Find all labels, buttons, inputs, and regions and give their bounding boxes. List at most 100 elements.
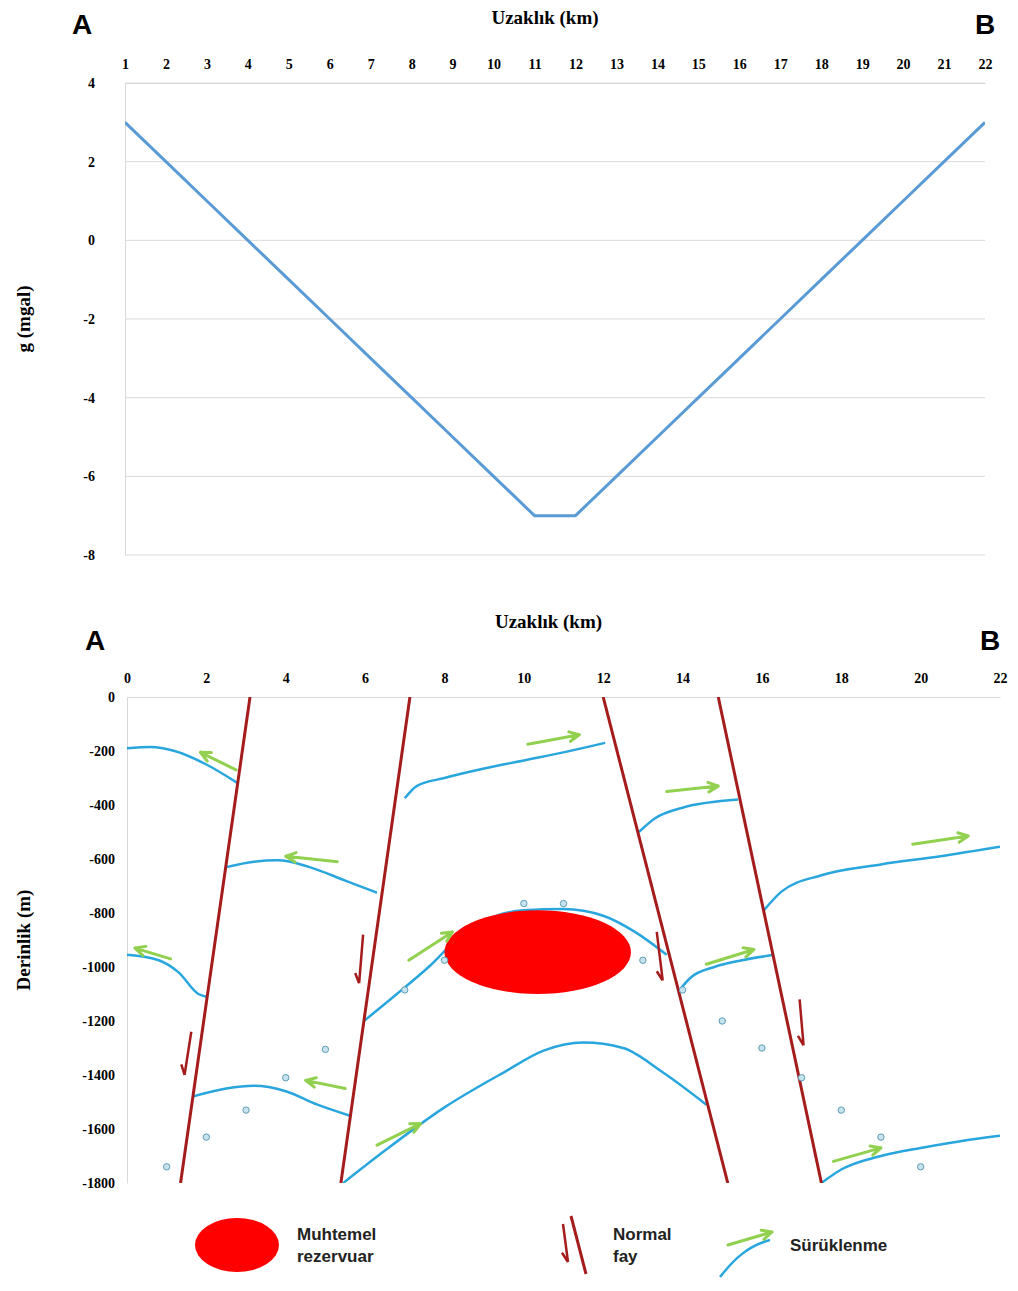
tick: -600 bbox=[89, 852, 127, 867]
tick: 21 bbox=[938, 57, 952, 83]
tick-label: -1000 bbox=[82, 960, 115, 975]
point bbox=[322, 1046, 328, 1052]
line bbox=[125, 122, 985, 515]
tick: 2 bbox=[88, 155, 125, 170]
tick-label: -1400 bbox=[82, 1068, 115, 1083]
x-axis-title: Uzaklık (km) bbox=[491, 7, 598, 29]
tick-label: 20 bbox=[897, 57, 911, 72]
tick-label: 12 bbox=[597, 671, 611, 686]
point bbox=[759, 1045, 765, 1051]
legend-symbol bbox=[728, 1230, 772, 1245]
tick-label: -2 bbox=[83, 312, 95, 327]
legend-label: Muhtemelrezervuar bbox=[297, 1225, 376, 1266]
legend-symbol bbox=[195, 1218, 279, 1272]
grid-line bbox=[125, 319, 985, 320]
axis-line bbox=[126, 83, 986, 84]
grid-line bbox=[125, 476, 985, 477]
horizon bbox=[192, 1086, 349, 1116]
legend-label: Normalfay bbox=[613, 1225, 672, 1266]
tick-label: 13 bbox=[610, 57, 624, 72]
drag-arrow bbox=[200, 752, 236, 770]
page: 12345678910111213141516171819202122-8-6-… bbox=[0, 0, 1018, 1291]
tick: -1600 bbox=[82, 1122, 127, 1137]
point bbox=[560, 900, 566, 906]
tick-label: 0 bbox=[108, 690, 115, 705]
tick-label: 11 bbox=[528, 57, 541, 72]
tick: 0 bbox=[88, 233, 125, 248]
tick: 10 bbox=[487, 57, 501, 83]
tick: 9 bbox=[450, 57, 457, 83]
horizon bbox=[764, 847, 1000, 910]
point bbox=[243, 1107, 249, 1113]
chart-section: 02468101214161820220-200-400-600-800-100… bbox=[13, 611, 1008, 1191]
tick-label: 12 bbox=[569, 57, 583, 72]
y-axis-title: g (mgal) bbox=[13, 285, 35, 352]
tick: 22 bbox=[994, 671, 1008, 697]
tick-label: 16 bbox=[733, 57, 747, 72]
horizon bbox=[821, 1136, 1000, 1183]
horizon bbox=[127, 955, 206, 997]
tick-label: 1 bbox=[122, 57, 129, 72]
grid-line bbox=[125, 397, 985, 398]
drag-arrow bbox=[706, 948, 754, 964]
x-axis: 12345678910111213141516171819202122 bbox=[122, 57, 993, 84]
tick-label: -8 bbox=[83, 548, 95, 563]
tick: -200 bbox=[89, 744, 127, 759]
axis-line bbox=[125, 84, 126, 556]
tick: 22 bbox=[979, 57, 993, 83]
tick: 4 bbox=[283, 671, 290, 697]
point bbox=[798, 1075, 804, 1081]
tick-label: -1600 bbox=[82, 1122, 115, 1137]
tick: 5 bbox=[286, 57, 293, 83]
tick-label: -600 bbox=[89, 852, 115, 867]
tick-label: 21 bbox=[938, 57, 952, 72]
tick-label: -4 bbox=[83, 391, 95, 406]
tick: 16 bbox=[733, 57, 747, 83]
tick-label: -800 bbox=[89, 906, 115, 921]
tick: 18 bbox=[815, 57, 829, 83]
tick: 0 bbox=[108, 690, 127, 705]
tick-label: -1200 bbox=[82, 1014, 115, 1029]
grid-line bbox=[125, 83, 985, 84]
tick: -400 bbox=[89, 798, 127, 813]
tick-label: 8 bbox=[409, 57, 416, 72]
horizon bbox=[127, 747, 238, 783]
tick-label: 20 bbox=[914, 671, 928, 686]
grid bbox=[125, 83, 985, 555]
tick: 2 bbox=[163, 57, 170, 83]
fault bbox=[341, 697, 410, 1183]
tick-label: 6 bbox=[362, 671, 369, 686]
tick: 1 bbox=[122, 57, 129, 83]
tick: -800 bbox=[89, 906, 127, 921]
y-axis-title: Derinlik (m) bbox=[13, 890, 35, 991]
point bbox=[679, 987, 685, 993]
tick: 7 bbox=[368, 57, 375, 83]
tick-label: 18 bbox=[815, 57, 829, 72]
horizon bbox=[364, 909, 667, 1021]
tick-label: 2 bbox=[203, 671, 210, 686]
tick: 8 bbox=[441, 671, 448, 697]
drag-arrow bbox=[377, 1124, 421, 1146]
chart-gravity: 12345678910111213141516171819202122-8-6-… bbox=[13, 7, 995, 563]
tick: -4 bbox=[83, 391, 125, 406]
fault bbox=[603, 697, 728, 1183]
tick: 15 bbox=[692, 57, 706, 83]
legend: MuhtemelrezervuarNormalfaySürüklenme bbox=[195, 1216, 887, 1277]
tick: 14 bbox=[676, 671, 690, 697]
axis-line bbox=[128, 697, 1001, 698]
tick-label: 9 bbox=[450, 57, 457, 72]
drag-arrow bbox=[286, 853, 338, 863]
tick-label: -200 bbox=[89, 744, 115, 759]
fault-arrow bbox=[181, 1032, 191, 1075]
point bbox=[441, 957, 447, 963]
tick: 18 bbox=[835, 671, 849, 697]
tick: 3 bbox=[204, 57, 211, 83]
drag-arrow bbox=[306, 1078, 346, 1089]
tick-label: 7 bbox=[368, 57, 375, 72]
reservoir bbox=[444, 910, 631, 994]
tick-label: 0 bbox=[88, 233, 95, 248]
plot-area bbox=[127, 697, 1000, 1183]
figure: 12345678910111213141516171819202122-8-6-… bbox=[0, 0, 1018, 1291]
tick-label: 2 bbox=[163, 57, 170, 72]
grid-line bbox=[125, 555, 985, 556]
